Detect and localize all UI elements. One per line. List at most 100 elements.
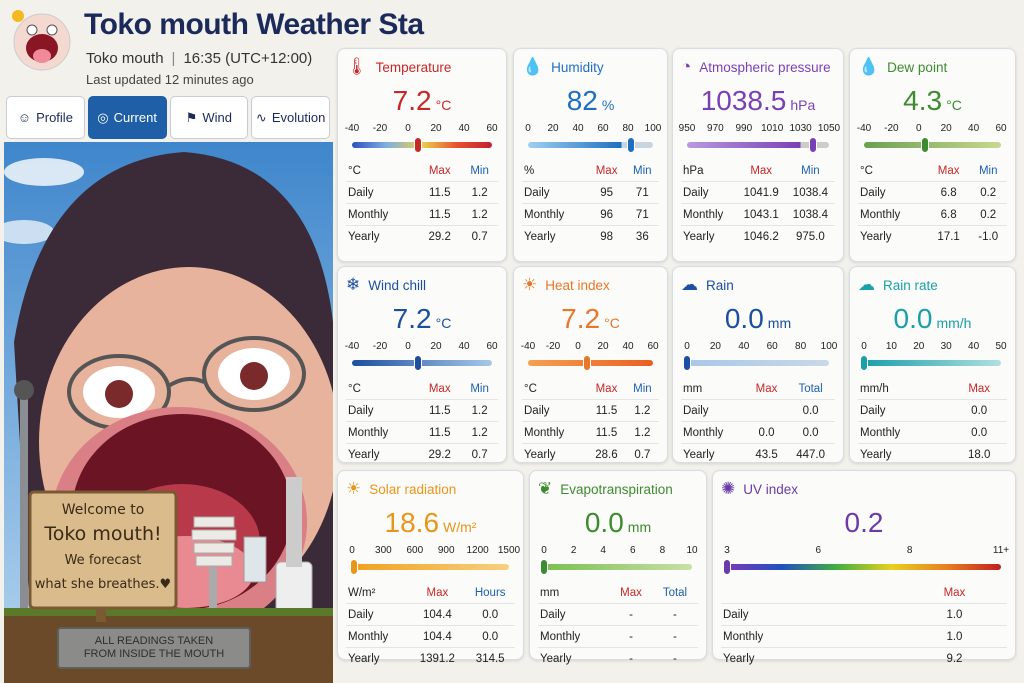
stats-header: Max (721, 582, 1007, 604)
card-title: Rain (706, 277, 734, 293)
reading-value: 1038.5 (700, 85, 787, 116)
stat-cell: 28.6 (595, 448, 618, 461)
scale-label: 60 (647, 341, 659, 352)
stat-cell: 1.0 (901, 625, 1007, 648)
reading-unit: mm (767, 315, 792, 331)
stat-cell: 1041.9 (736, 181, 786, 204)
header-cell: Min (785, 160, 835, 182)
stat-cell: -1.0 (978, 230, 999, 243)
stats-header: mm Max Total (538, 582, 698, 604)
gauge-bar (860, 355, 1001, 371)
reading-unit: °C (946, 97, 962, 113)
stat-cell: 0.0 (465, 625, 515, 648)
stat-cell: 1.0 (901, 603, 1007, 626)
header-cell (721, 582, 902, 604)
stat-cell: 104.4 (409, 603, 466, 626)
scale-label: 10 (885, 341, 897, 352)
stats-header: mm/h Max (858, 378, 1007, 400)
reading-unit: hPa (790, 97, 816, 113)
stat-cell: 314.5 (475, 652, 505, 665)
gauge-marker (683, 355, 691, 371)
scale-label: 40 (968, 341, 980, 352)
header-cell: Min (625, 378, 659, 400)
gauge-marker (808, 137, 817, 153)
scale-label: 300 (375, 545, 392, 556)
scale-label: 11+ (992, 545, 1010, 556)
tab-button[interactable]: ◎ Current (87, 96, 167, 139)
tab-icon: ∿ (255, 109, 267, 125)
reading-unit: °C (435, 97, 452, 113)
stats-table: mm Max Total Daily - - Monthly - - Yearly - - (538, 582, 698, 669)
stat-cell: 447.0 (796, 448, 825, 461)
sign-text: Welcome to Toko mouth! We forecast what she… (35, 502, 171, 592)
header-cell: Max (587, 160, 626, 182)
stats-row: Monthly 6.8 0.2 (858, 203, 1007, 226)
gauge-bar (723, 559, 1001, 575)
stat-cell: 29.2 (428, 448, 451, 461)
scale-label: -20 (372, 123, 388, 134)
stat-cell (746, 399, 787, 422)
stats-row: Daily 104.4 0.0 (346, 603, 515, 626)
tab-button[interactable]: ☺ Profile (6, 96, 85, 139)
stat-cell: Daily (538, 603, 611, 626)
header-cell: Total (651, 582, 698, 604)
scale-label: 600 (406, 545, 424, 556)
plaque-line: FROM INSIDE THE MOUTH (84, 648, 224, 660)
gauge-marker (723, 559, 731, 575)
stats-table: W/m² Max Hours Daily 104.4 0.0 Monthly 104.4 0.0… (346, 582, 515, 669)
metric-card: ✺ UV index 0.2 3 6 8 11+ Max Daily 1.0 Monthly 1.0 Y… (712, 470, 1016, 665)
tab-button[interactable]: ∿ Evolution (251, 96, 330, 139)
tab-button[interactable]: ⚑ Wind (169, 96, 249, 139)
stats-row: Monthly 11.5 1.2 (522, 421, 659, 444)
stat-cell: Yearly (524, 230, 556, 243)
scale-label: 80 (795, 341, 807, 352)
reading-value: 7.2 (392, 85, 432, 116)
stats-row: Daily 1041.9 1038.4 (681, 181, 835, 204)
stat-cell: 95 (587, 181, 626, 204)
stat-cell: - (629, 652, 633, 665)
scale-label: 0 (575, 341, 581, 352)
stats-header: °C Max Min (858, 160, 1007, 182)
scale-label: 60 (597, 123, 609, 134)
stat-cell: Daily (858, 399, 952, 422)
header-cell: °C (522, 378, 588, 400)
stats-header: W/m² Max Hours (346, 582, 515, 604)
stat-cell: 11.5 (418, 203, 462, 226)
reading-value: 0.0 (893, 303, 933, 334)
scale-label: 100 (644, 123, 662, 134)
scale-label: 20 (597, 341, 609, 352)
local-time: 16:35 (UTC+12:00) (183, 50, 313, 67)
stat-cell: - (610, 625, 652, 648)
reading-unit: mm (627, 519, 652, 535)
stat-cell: Monthly (346, 625, 410, 648)
stat-cell: - (651, 625, 698, 648)
stat-cell: 1043.1 (736, 203, 786, 226)
card-title: Evapotranspiration (560, 481, 673, 497)
scale-label: -40 (520, 341, 536, 352)
stats-row: Daily 0.0 (858, 399, 1007, 422)
scale-label: 8 (906, 545, 913, 556)
stat-cell: 1391.2 (419, 652, 455, 665)
stats-table: mm Max Total Daily 0.0 Monthly 0.0 0.0 Yearly 43.… (681, 378, 835, 465)
gauge-bar (683, 355, 829, 371)
stat-cell: 1.2 (461, 203, 498, 226)
header-cell: °C (346, 160, 419, 182)
scale-label: 40 (622, 341, 634, 352)
scale-label: 0 (916, 123, 922, 134)
stat-cell: Yearly (860, 448, 892, 461)
scale-label: 1030 (789, 123, 812, 134)
scale-label: 1500 (497, 545, 521, 556)
card-header: ☁ Rain (681, 273, 835, 297)
scale-label: 20 (940, 123, 952, 134)
stat-cell: 11.5 (418, 181, 462, 204)
stat-cell: 0.0 (746, 421, 787, 444)
current-reading: 82% (522, 83, 659, 119)
scale-label: 950 (678, 123, 696, 134)
tab-bar: ☺ Profile ◎ Current ⚑ Wind ∿ Evolution (6, 96, 330, 139)
stats-row: Daily - - (538, 603, 698, 626)
scale-label: 1010 (761, 123, 784, 134)
stat-cell: 0.0 (951, 399, 1007, 422)
card-icon: ☁ (681, 275, 698, 294)
stat-cell: Monthly (538, 625, 611, 648)
